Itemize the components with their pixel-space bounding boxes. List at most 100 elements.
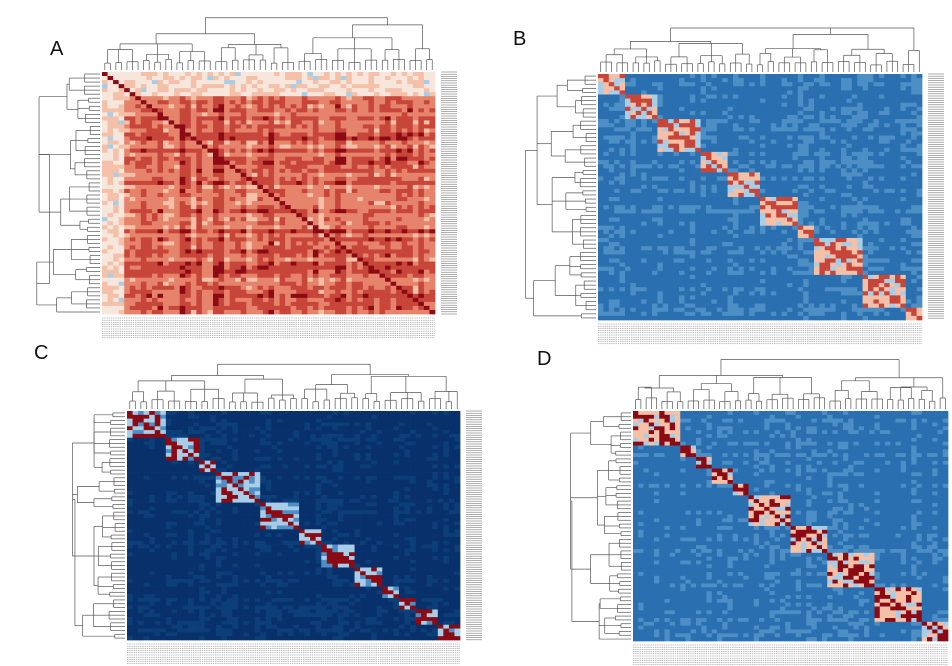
heatmap-cell xyxy=(857,131,863,136)
heatmap-cell xyxy=(118,293,125,299)
heatmap-cell xyxy=(107,164,114,170)
heatmap-cell xyxy=(135,164,142,170)
heatmap-cell xyxy=(776,94,782,99)
heatmap-cell xyxy=(668,143,674,149)
heatmap-cell xyxy=(218,116,225,121)
heatmap-cell xyxy=(157,136,164,141)
heatmap-cell xyxy=(841,151,847,157)
heatmap-cell xyxy=(711,110,718,116)
heatmap-cell xyxy=(814,143,820,149)
heatmap-cell xyxy=(781,143,788,149)
heatmap-cell xyxy=(113,253,119,258)
heatmap-cell xyxy=(290,180,297,186)
heatmap-cell xyxy=(124,144,131,149)
heatmap-cell xyxy=(673,156,680,161)
heatmap-cell xyxy=(423,168,430,174)
heatmap-cell xyxy=(185,257,192,262)
heatmap-cell xyxy=(201,120,208,125)
heatmap-cell xyxy=(830,74,836,79)
heatmap-cell xyxy=(351,205,358,210)
heatmap-cell xyxy=(808,156,815,161)
heatmap-cell xyxy=(335,128,341,133)
heatmap-cell xyxy=(124,156,131,162)
heatmap-cell xyxy=(351,217,358,222)
heatmap-cell xyxy=(733,119,739,124)
heatmap-cell xyxy=(312,229,319,234)
heatmap-cell xyxy=(146,184,153,190)
heatmap-cell xyxy=(635,86,642,91)
heatmap-cell xyxy=(722,119,728,124)
heatmap-cell xyxy=(603,90,610,95)
heatmap-cell xyxy=(770,98,777,104)
heatmap-cell xyxy=(179,297,186,303)
heatmap-cell xyxy=(140,108,147,113)
heatmap-cell xyxy=(900,90,907,95)
heatmap-cell xyxy=(662,106,669,112)
heatmap-cell xyxy=(401,297,408,303)
heatmap-cell xyxy=(257,249,264,254)
heatmap-cell xyxy=(407,193,414,198)
heatmap-cell xyxy=(884,106,890,112)
heatmap-cell xyxy=(668,90,674,95)
heatmap-cell xyxy=(835,115,842,120)
heatmap-cell xyxy=(396,72,403,77)
heatmap-cell xyxy=(423,100,430,105)
heatmap-cell xyxy=(307,128,314,133)
heatmap-cell xyxy=(846,90,853,95)
heatmap-cell xyxy=(841,106,847,112)
heatmap-cell xyxy=(385,217,391,222)
heatmap-cell xyxy=(878,139,885,145)
heatmap-cell xyxy=(246,176,253,182)
heatmap-cell xyxy=(418,188,425,194)
heatmap-cell xyxy=(190,269,197,275)
heatmap-cell xyxy=(124,132,131,137)
heatmap-cell xyxy=(423,188,430,194)
heatmap-cell xyxy=(146,237,153,242)
heatmap-cell xyxy=(207,197,214,202)
heatmap-cell xyxy=(385,257,391,262)
heatmap-cell xyxy=(695,127,701,132)
heatmap-cell xyxy=(174,132,181,137)
heatmap-cell xyxy=(390,225,397,230)
heatmap-cell xyxy=(102,176,108,182)
heatmap-cell xyxy=(776,98,782,104)
heatmap-cell xyxy=(201,96,208,101)
heatmap-cell xyxy=(129,108,136,113)
heatmap-cell xyxy=(190,245,197,250)
heatmap-cell xyxy=(346,273,353,279)
heatmap-cell xyxy=(695,94,701,99)
heatmap-cell xyxy=(396,193,403,198)
heatmap-cell xyxy=(329,172,336,178)
heatmap-cell xyxy=(307,233,314,238)
heatmap-cell xyxy=(614,151,620,157)
heatmap-cell xyxy=(124,112,131,117)
heatmap-cell xyxy=(224,245,230,250)
heatmap-cell xyxy=(776,115,782,120)
heatmap-cell xyxy=(268,257,275,262)
heatmap-cell xyxy=(307,253,314,258)
heatmap-cell xyxy=(603,127,610,132)
heatmap-cell xyxy=(889,78,896,83)
heatmap-cell xyxy=(340,229,347,234)
heatmap-cell xyxy=(279,84,286,89)
heatmap-cell xyxy=(340,172,347,178)
heatmap-cell xyxy=(679,106,685,112)
heatmap-cell xyxy=(792,115,799,120)
heatmap-cell xyxy=(235,140,242,145)
heatmap-cell xyxy=(351,201,358,206)
heatmap-cell xyxy=(379,140,386,145)
heatmap-cell xyxy=(673,90,680,95)
heatmap-cell xyxy=(235,305,242,311)
heatmap-cell xyxy=(695,147,701,153)
heatmap-cell xyxy=(229,281,236,287)
heatmap-cell xyxy=(418,92,425,97)
heatmap-cell xyxy=(185,148,192,154)
heatmap-cell xyxy=(157,124,164,129)
heatmap-cell xyxy=(727,102,734,108)
heatmap-cell xyxy=(760,156,766,161)
heatmap-cell xyxy=(765,110,772,116)
heatmap-cell xyxy=(884,90,890,95)
heatmap-cell xyxy=(296,261,303,266)
heatmap-cell xyxy=(873,147,880,153)
heatmap-cell xyxy=(335,201,341,206)
